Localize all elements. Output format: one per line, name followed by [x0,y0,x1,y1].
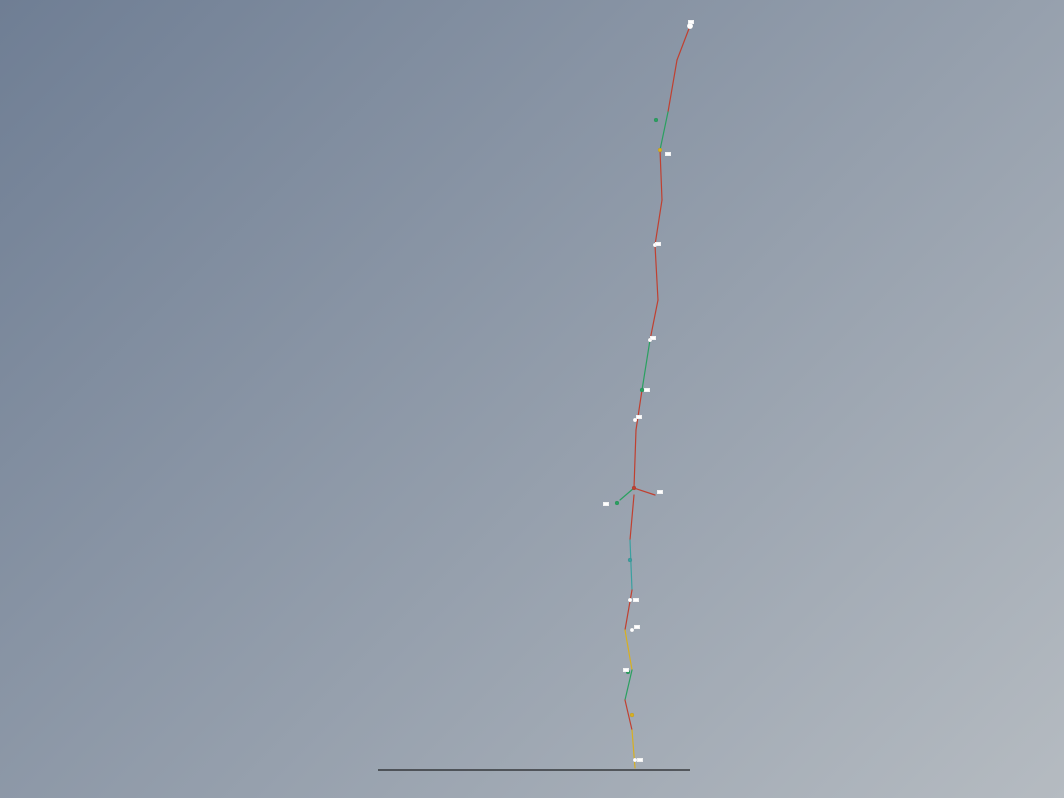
node-label [634,625,640,629]
node-marker [630,713,634,717]
stem-segment [668,60,677,112]
stem-segment [642,340,650,390]
stem-segment [636,390,642,430]
stem-segment [630,540,632,590]
stem-segment [655,245,658,300]
node-label [623,668,629,672]
node-label [636,415,642,419]
node-label [633,598,639,602]
stem-segment [632,730,635,768]
stem-segment [625,590,632,630]
stem-segment [625,630,632,670]
stem-segment [625,670,632,700]
stem-segment [655,200,662,245]
node-marker [615,501,619,505]
node-label [688,20,694,24]
node-label [637,758,643,762]
stem-segment [630,495,634,540]
stem-segment [620,488,634,500]
node-label [644,388,650,392]
stem-segment [677,26,690,60]
node-label [657,490,663,494]
node-marker [658,148,662,152]
scene-svg [0,0,1064,798]
node-label [650,336,656,340]
node-label [665,152,671,156]
stem-segment [650,300,658,340]
node-marker [628,558,632,562]
node-label [655,242,661,246]
stem-segment [660,112,668,150]
stem-segment [660,150,662,200]
node-marker [632,486,636,490]
stem-segment [634,488,655,495]
node-marker [654,118,658,122]
viewport-3d[interactable] [0,0,1064,798]
stem-segment [634,430,636,488]
node-label [603,502,609,506]
node-marker [628,598,632,602]
